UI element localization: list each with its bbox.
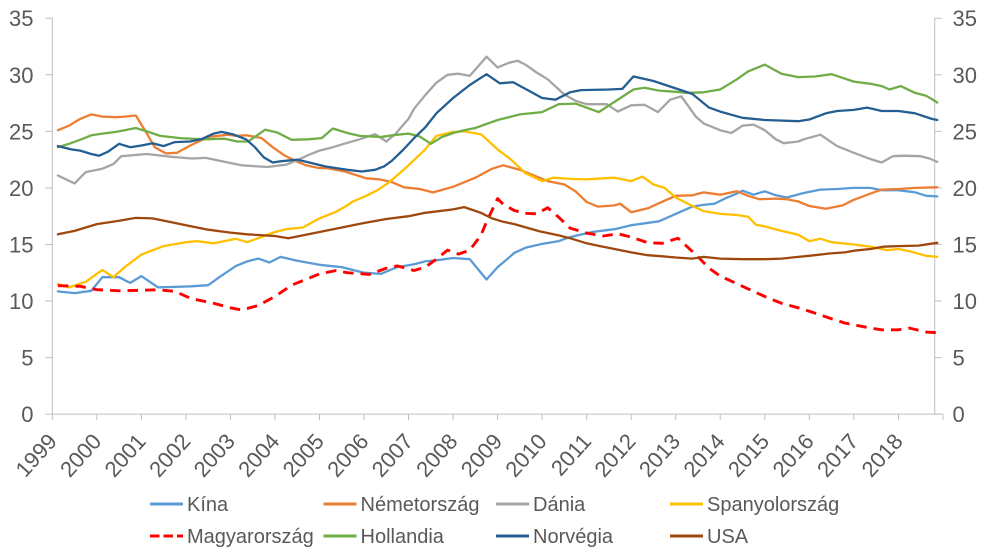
- svg-text:30: 30: [953, 63, 977, 88]
- svg-text:15: 15: [9, 233, 33, 258]
- svg-text:35: 35: [953, 6, 977, 31]
- svg-text:35: 35: [9, 6, 33, 31]
- svg-text:Kína: Kína: [187, 494, 229, 516]
- svg-text:15: 15: [953, 233, 977, 258]
- svg-text:Spanyolország: Spanyolország: [707, 494, 839, 516]
- svg-text:20: 20: [9, 176, 33, 201]
- svg-text:Magyarország: Magyarország: [187, 526, 314, 548]
- svg-text:Norvégia: Norvégia: [533, 526, 614, 548]
- svg-text:Dánia: Dánia: [533, 494, 586, 516]
- svg-text:0: 0: [953, 402, 965, 427]
- svg-text:Németország: Németország: [361, 494, 480, 516]
- svg-text:10: 10: [953, 289, 977, 314]
- svg-text:30: 30: [9, 63, 33, 88]
- svg-text:5: 5: [953, 346, 965, 371]
- svg-text:25: 25: [9, 119, 33, 144]
- svg-text:5: 5: [21, 346, 33, 371]
- svg-text:20: 20: [953, 176, 977, 201]
- svg-text:25: 25: [953, 119, 977, 144]
- svg-text:Hollandia: Hollandia: [361, 526, 445, 548]
- svg-text:10: 10: [9, 289, 33, 314]
- svg-text:USA: USA: [707, 526, 749, 548]
- svg-text:0: 0: [21, 402, 33, 427]
